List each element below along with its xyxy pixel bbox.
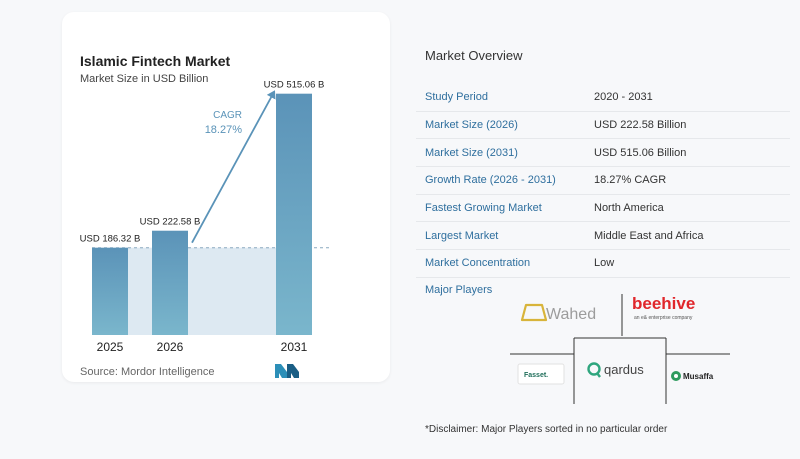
overview-row: Market Size (2026) USD 222.58 Billion [416, 112, 790, 140]
bar-2025 [92, 247, 128, 335]
major-players-grid: Wahed beehive an e& enterprise company F… [510, 294, 730, 404]
overview-key: Growth Rate (2026 - 2031) [425, 174, 556, 187]
data-label-2025: USD 186.32 B [80, 234, 141, 245]
overview-row: Market Concentration Low [416, 250, 790, 278]
overview-title: Market Overview [425, 48, 523, 63]
overview-row: Fastest Growing Market North America [416, 195, 790, 223]
wahed-wordmark: Wahed [546, 306, 596, 323]
wahed-logo: Wahed [520, 303, 596, 323]
overview-key: Market Size (2031) [425, 146, 518, 159]
x-tick-label-2025: 2025 [97, 340, 124, 354]
overview-value: 2020 - 2031 [594, 91, 653, 104]
overview-key: Fastest Growing Market [425, 202, 542, 215]
disclaimer-text: *Disclaimer: Major Players sorted in no … [425, 424, 668, 435]
chart-card: USD 186.32 B 2025 USD 222.58 B 2026 USD 515.… [62, 12, 390, 382]
overview-key: Market Size (2026) [425, 119, 518, 132]
overview-key: Study Period [425, 91, 488, 104]
fasset-wordmark: Fasset. [524, 372, 548, 379]
qardus-wordmark: qardus [604, 362, 644, 377]
overview-table: Study Period 2020 - 2031 Market Size (20… [416, 84, 790, 278]
x-tick-label-2026: 2026 [157, 340, 184, 354]
beehive-logo: beehive an e& enterprise company [632, 294, 695, 321]
source-text: Source: Mordor Intelligence [80, 366, 215, 378]
cagr-arrow [191, 90, 276, 244]
overview-row: Market Size (2031) USD 515.06 Billion [416, 139, 790, 168]
overview-value: 18.27% CAGR [594, 174, 667, 187]
bar-2031 [276, 93, 312, 336]
mordor-logo-icon [275, 364, 299, 378]
market-size-chart: USD 186.32 B 2025 USD 222.58 B 2026 USD 515.… [80, 80, 330, 354]
qardus-logo: qardus [587, 362, 644, 378]
cagr-label: CAGR [213, 110, 242, 121]
overview-value: USD 222.58 Billion [594, 119, 687, 132]
overview-row: Largest Market Middle East and Africa [416, 222, 790, 251]
fasset-badge-icon [517, 363, 565, 385]
chart-title: Islamic Fintech Market [80, 53, 231, 69]
wahed-mark-icon [520, 303, 548, 322]
data-label-2031: USD 515.06 B [264, 80, 325, 91]
overview-key: Market Concentration [425, 257, 531, 270]
overview-value: Low [594, 257, 615, 270]
beehive-wordmark: beehive [632, 294, 695, 313]
qardus-mark-icon [587, 362, 601, 376]
overview-value: North America [594, 202, 664, 215]
data-label-2026: USD 222.58 B [140, 217, 201, 228]
overview-value: Middle East and Africa [594, 229, 704, 242]
overview-row: Study Period 2020 - 2031 [416, 84, 790, 112]
overview-key: Largest Market [425, 229, 499, 242]
cagr-value: 18.27% [205, 124, 243, 136]
overview-row: Growth Rate (2026 - 2031) 18.27% CAGR [416, 167, 790, 195]
overview-value: USD 515.06 Billion [594, 146, 687, 159]
beehive-tagline: an e& enterprise company [634, 315, 693, 321]
chart-subtitle: Market Size in USD Billion [80, 73, 209, 85]
major-players-title: Major Players [425, 284, 493, 296]
musaffa-logo: Musaffa [671, 371, 714, 381]
bar-2026 [152, 230, 188, 335]
x-tick-label-2031: 2031 [281, 340, 308, 354]
musaffa-wordmark: Musaffa [683, 372, 714, 381]
fasset-logo: Fasset. [517, 363, 565, 385]
